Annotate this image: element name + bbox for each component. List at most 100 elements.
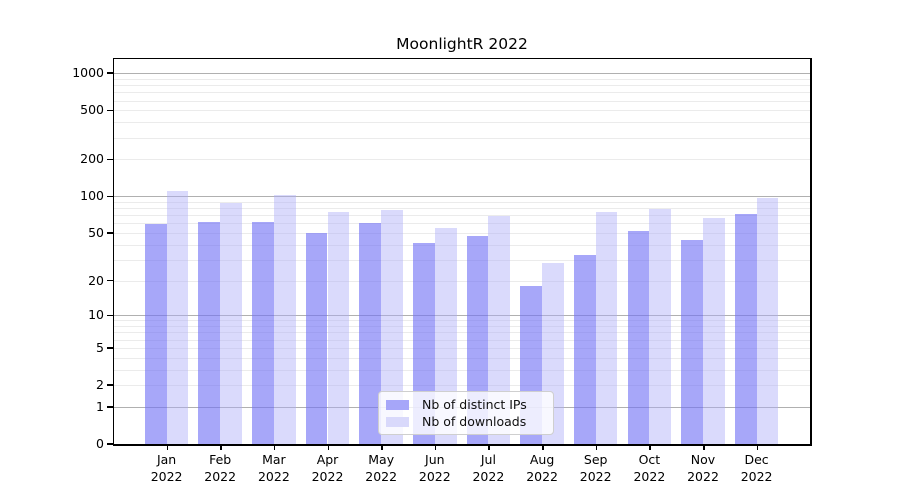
gridline-minor xyxy=(114,244,810,246)
x-tick xyxy=(434,445,437,450)
y-tick xyxy=(107,232,113,234)
legend-swatch-downloads-icon xyxy=(386,416,409,427)
x-tick-label: Dec 2022 xyxy=(740,452,773,484)
bar-downloads-mar xyxy=(273,194,296,444)
legend: Nb of distinct IPs Nb of downloads xyxy=(378,391,554,435)
bar-distinct-ips-may xyxy=(359,223,382,444)
y-tick xyxy=(107,109,113,111)
x-tick-label: Oct 2022 xyxy=(633,452,666,484)
plot-spine-right xyxy=(810,57,812,446)
gridline-minor xyxy=(114,100,810,102)
gridline-major xyxy=(114,196,810,198)
x-tick xyxy=(220,445,222,450)
gridline-minor xyxy=(114,339,810,341)
gridline-minor xyxy=(114,201,810,203)
legend-swatch-distinct-ips-icon xyxy=(386,399,409,410)
plot-spine-bottom xyxy=(112,444,812,446)
gridline-minor xyxy=(114,85,810,86)
y-tick-label: 200 xyxy=(80,151,104,167)
y-tick-label: 10 xyxy=(88,307,104,323)
bar-distinct-ips-feb xyxy=(198,221,221,444)
x-tick-label: May 2022 xyxy=(365,452,398,484)
gridline-minor xyxy=(114,92,810,94)
plot-spine-left xyxy=(112,57,114,446)
gridline-minor xyxy=(114,259,810,261)
gridline-minor xyxy=(114,369,810,371)
bar-downloads-apr xyxy=(327,212,350,444)
gridline-major xyxy=(114,315,810,317)
legend-item-distinct-ips: Nb of distinct IPs xyxy=(386,396,545,413)
gridline-minor xyxy=(114,110,810,112)
x-tick-label: Apr 2022 xyxy=(311,452,344,484)
x-tick xyxy=(273,445,276,450)
y-tick-label: 1000 xyxy=(72,65,104,81)
legend-item-downloads: Nb of downloads xyxy=(386,413,545,430)
y-tick-label: 1 xyxy=(96,398,104,414)
y-tick xyxy=(107,314,113,316)
y-tick-label: 2 xyxy=(96,377,104,392)
bar-downloads-feb xyxy=(220,203,242,444)
bar-downloads-may xyxy=(381,210,403,444)
chart-title: MoonlightR 2022 xyxy=(396,35,528,53)
bar-distinct-ips-nov xyxy=(681,239,703,444)
y-tick-label: 500 xyxy=(80,102,104,118)
gridline-minor xyxy=(114,137,810,139)
bar-downloads-jun xyxy=(434,227,457,444)
x-tick-label: Jan 2022 xyxy=(150,452,183,484)
gridline-minor xyxy=(114,326,810,327)
y-tick xyxy=(107,279,113,282)
gridline-minor xyxy=(114,78,810,80)
bar-distinct-ips-sep xyxy=(573,254,596,444)
x-tick xyxy=(595,445,598,450)
x-tick xyxy=(327,445,329,450)
bar-distinct-ips-apr xyxy=(305,232,328,444)
y-tick xyxy=(107,443,113,445)
bar-distinct-ips-dec xyxy=(734,214,757,444)
y-tick-label: 5 xyxy=(96,339,104,355)
x-tick xyxy=(542,445,544,450)
x-tick xyxy=(166,445,169,450)
gridline-minor xyxy=(114,208,810,210)
y-tick xyxy=(107,347,113,349)
gridline-minor xyxy=(114,347,810,349)
legend-label-distinct-ips: Nb of distinct IPs xyxy=(422,396,527,412)
y-tick-label: 20 xyxy=(88,272,104,288)
y-tick-label: 50 xyxy=(88,224,104,240)
bar-distinct-ips-jan xyxy=(144,224,167,444)
x-tick xyxy=(381,445,383,450)
gridline-minor xyxy=(114,232,810,234)
bar-downloads-dec xyxy=(756,197,779,444)
bar-downloads-oct xyxy=(649,209,672,444)
x-tick-label: Sep 2022 xyxy=(579,452,612,484)
y-tick xyxy=(107,158,113,160)
bar-downloads-jul xyxy=(488,215,511,444)
gridline-minor xyxy=(114,122,810,124)
gridline-minor xyxy=(114,320,810,322)
x-tick xyxy=(756,445,759,450)
x-tick-label: Aug 2022 xyxy=(526,452,558,484)
x-tick-label: Mar 2022 xyxy=(257,452,290,484)
y-tick xyxy=(107,406,113,408)
gridline-minor xyxy=(114,215,810,217)
x-tick-label: Jun 2022 xyxy=(418,452,451,484)
gridline-minor xyxy=(114,385,810,386)
x-tick-label: Nov 2022 xyxy=(687,452,719,484)
x-tick-label: Feb 2022 xyxy=(204,452,237,484)
y-tick xyxy=(107,384,113,386)
gridline-minor xyxy=(114,159,810,161)
plot-spine-top xyxy=(112,57,812,59)
bar-downloads-nov xyxy=(703,218,725,444)
gridline-minor xyxy=(114,280,810,282)
x-tick xyxy=(703,445,705,450)
x-tick xyxy=(488,445,490,450)
y-tick-label: 100 xyxy=(80,188,104,204)
gridline-minor xyxy=(114,357,810,359)
y-tick xyxy=(107,72,113,74)
y-tick xyxy=(107,195,113,197)
bar-distinct-ips-mar xyxy=(252,222,274,444)
gridline-minor xyxy=(114,332,810,334)
bar-downloads-sep xyxy=(595,211,618,444)
x-tick-label: Jul 2022 xyxy=(472,452,505,484)
gridline-minor xyxy=(114,223,810,225)
